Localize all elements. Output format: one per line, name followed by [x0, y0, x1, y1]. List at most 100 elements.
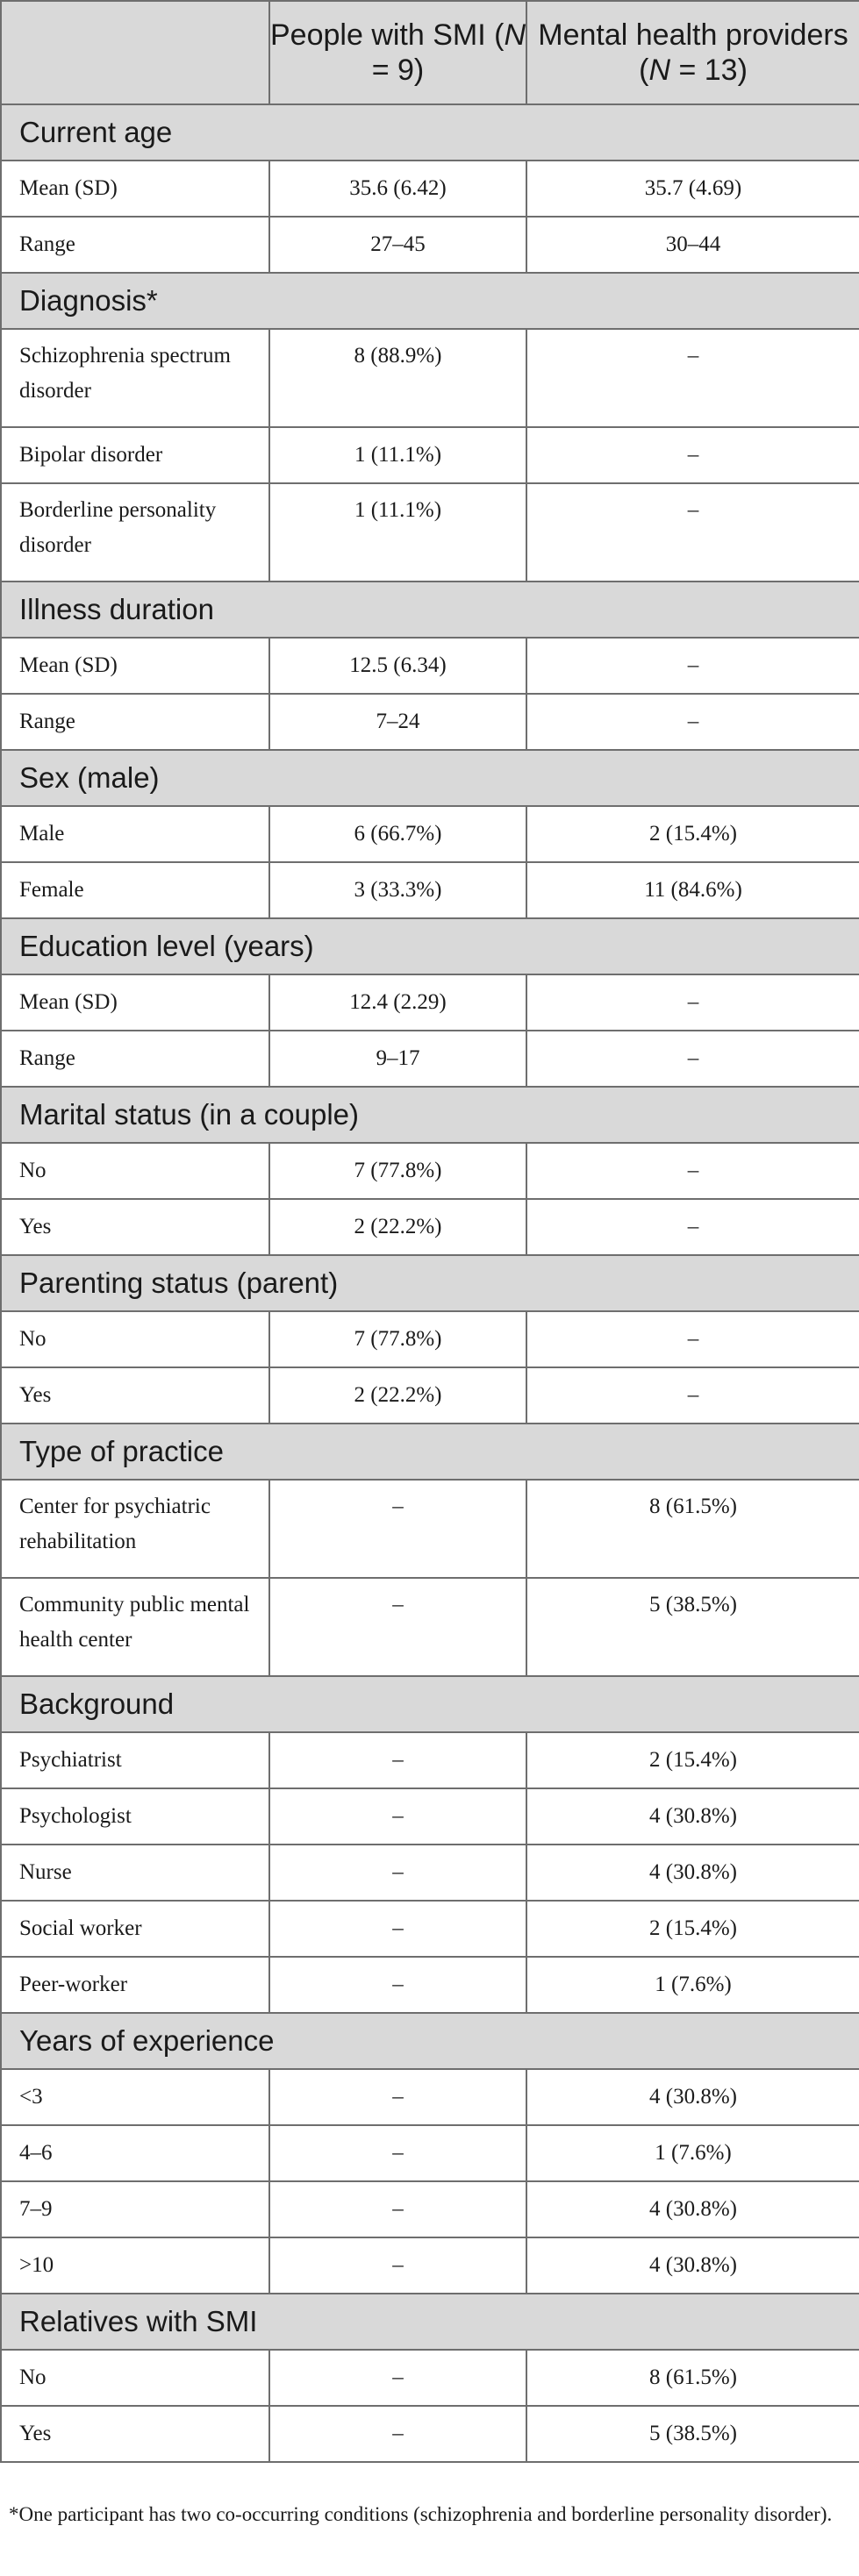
cell-smi: –: [268, 1577, 527, 1677]
table-row: Nurse –4 (30.8%): [0, 1844, 859, 1902]
row-label: Mean (SD): [0, 974, 270, 1031]
cell-smi: –: [268, 1956, 527, 2014]
cell-smi: 35.6 (6.42): [268, 160, 527, 218]
cell-mhp: 4 (30.8%): [526, 2237, 859, 2294]
cell-mhp: –: [526, 1198, 859, 1256]
cell-mhp: –: [526, 482, 859, 582]
table-row: Social worker –2 (15.4%): [0, 1900, 859, 1958]
section-title: Illness duration: [0, 581, 859, 639]
cell-smi: 27–45: [268, 216, 527, 274]
cell-smi: –: [268, 2180, 527, 2238]
cell-mhp: –: [526, 1142, 859, 1200]
section-header-row: Relatives with SMI: [0, 2293, 859, 2351]
section-header-row: Diagnosis*: [0, 272, 859, 330]
cell-mhp: –: [526, 1310, 859, 1368]
cell-smi: –: [268, 2405, 527, 2463]
row-label: >10: [0, 2237, 270, 2294]
cell-smi: 9–17: [268, 1030, 527, 1088]
cell-mhp: 8 (61.5%): [526, 2349, 859, 2407]
section-title: Relatives with SMI: [0, 2293, 859, 2351]
cell-mhp: 4 (30.8%): [526, 1788, 859, 1845]
section-header-row: Sex (male): [0, 749, 859, 807]
cell-mhp: 4 (30.8%): [526, 2180, 859, 2238]
row-label: Community public mental health center: [0, 1577, 270, 1677]
table-row: Psychologist –4 (30.8%): [0, 1788, 859, 1845]
cell-smi: –: [268, 2124, 527, 2182]
section-title: Education level (years): [0, 917, 859, 975]
cell-smi: 8 (88.9%): [268, 328, 527, 428]
section-title: Marital status (in a couple): [0, 1086, 859, 1144]
cell-mhp: 4 (30.8%): [526, 2068, 859, 2126]
cell-smi: 1 (11.1%): [268, 482, 527, 582]
header-smi-n: N: [504, 18, 526, 52]
table-row: Center for psychiatric rehabilitation –8 …: [0, 1479, 859, 1579]
table-row: No –8 (61.5%): [0, 2349, 859, 2407]
table-row: Male 6 (66.7%) 2 (15.4%): [0, 805, 859, 863]
table-row: Bipolar disorder 1 (11.1%) –: [0, 426, 859, 484]
section-header-row: Background: [0, 1675, 859, 1733]
row-label: No: [0, 2349, 270, 2407]
row-label: Center for psychiatric rehabilitation: [0, 1479, 270, 1579]
cell-smi: –: [268, 2349, 527, 2407]
table-row: No 7 (77.8%) –: [0, 1310, 859, 1368]
row-label: Psychologist: [0, 1788, 270, 1845]
row-label: Psychiatrist: [0, 1731, 270, 1789]
header-mhp-prefix: Mental health providers (: [538, 18, 848, 87]
row-label: <3: [0, 2068, 270, 2126]
header-blank-cell: [0, 0, 270, 105]
table-row: >10–4 (30.8%): [0, 2237, 859, 2294]
section-header-row: Marital status (in a couple): [0, 1086, 859, 1144]
row-label: Range: [0, 216, 270, 274]
cell-mhp: –: [526, 426, 859, 484]
table-header: People with SMI (N = 9) Mental health pr…: [0, 0, 859, 105]
section-title: Parenting status (parent): [0, 1254, 859, 1312]
section-header-row: Current age: [0, 103, 859, 161]
cell-mhp: 1 (7.6%): [526, 1956, 859, 2014]
table-row: Mean (SD) 12.4 (2.29) –: [0, 974, 859, 1031]
row-label: Peer-worker: [0, 1956, 270, 2014]
cell-mhp: –: [526, 1366, 859, 1424]
cell-smi: –: [268, 1788, 527, 1845]
section-title: Background: [0, 1675, 859, 1733]
table-row: Yes 2 (22.2%) –: [0, 1366, 859, 1424]
demographics-table: People with SMI (N = 9) Mental health pr…: [0, 0, 859, 2463]
row-label: Yes: [0, 1198, 270, 1256]
table-footnote: *One participant has two co-occurring co…: [9, 2503, 833, 2525]
cell-smi: 12.4 (2.29): [268, 974, 527, 1031]
cell-mhp: –: [526, 693, 859, 751]
cell-smi: –: [268, 1479, 527, 1579]
table-row: <3–4 (30.8%): [0, 2068, 859, 2126]
cell-smi: –: [268, 2237, 527, 2294]
table-row: No 7 (77.8%) –: [0, 1142, 859, 1200]
cell-mhp: 30–44: [526, 216, 859, 274]
cell-smi: –: [268, 1731, 527, 1789]
cell-mhp: –: [526, 1030, 859, 1088]
row-label: Schizophrenia spectrum disorder: [0, 328, 270, 428]
row-label: Range: [0, 1030, 270, 1088]
cell-smi: 12.5 (6.34): [268, 637, 527, 695]
cell-mhp: 8 (61.5%): [526, 1479, 859, 1579]
section-header-row: Parenting status (parent): [0, 1254, 859, 1312]
row-label: No: [0, 1142, 270, 1200]
section-title: Diagnosis*: [0, 272, 859, 330]
cell-mhp: 5 (38.5%): [526, 2405, 859, 2463]
section-title: Type of practice: [0, 1423, 859, 1481]
table-row: Peer-worker –1 (7.6%): [0, 1956, 859, 2014]
cell-mhp: 1 (7.6%): [526, 2124, 859, 2182]
table-row: Community public mental health center –5 …: [0, 1577, 859, 1677]
table-row: Borderline personality disorder 1 (11.1%)…: [0, 482, 859, 582]
table-row: Range 7–24–: [0, 693, 859, 751]
row-label: Mean (SD): [0, 160, 270, 218]
cell-mhp: 2 (15.4%): [526, 805, 859, 863]
cell-smi: 1 (11.1%): [268, 426, 527, 484]
row-label: Nurse: [0, 1844, 270, 1902]
cell-smi: 2 (22.2%): [268, 1198, 527, 1256]
cell-smi: 7 (77.8%): [268, 1142, 527, 1200]
cell-mhp: 5 (38.5%): [526, 1577, 859, 1677]
cell-mhp: 2 (15.4%): [526, 1731, 859, 1789]
cell-smi: –: [268, 2068, 527, 2126]
cell-mhp: –: [526, 637, 859, 695]
cell-smi: 7 (77.8%): [268, 1310, 527, 1368]
row-label: Range: [0, 693, 270, 751]
row-label: Social worker: [0, 1900, 270, 1958]
